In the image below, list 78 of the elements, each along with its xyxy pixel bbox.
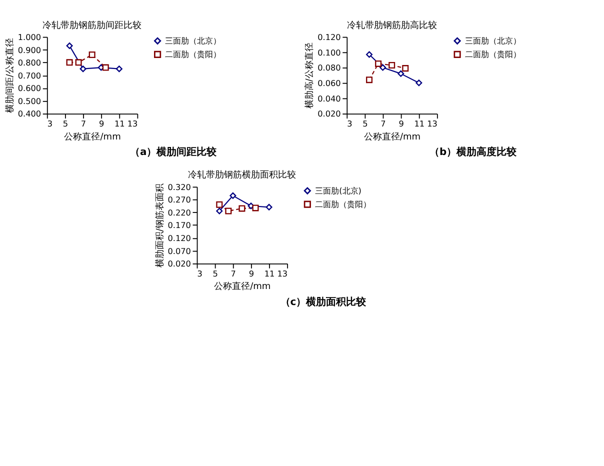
point <box>375 60 382 67</box>
x-tick-label: 9 <box>248 268 254 279</box>
point <box>366 51 373 58</box>
y-tick-label: 0.020 <box>318 108 341 119</box>
x-tick-label: 11 <box>414 118 425 129</box>
chart-title: 冷轧带肋钢筋肋高比较 <box>346 20 437 31</box>
point <box>238 205 246 212</box>
text: （c）横肋面积比较 <box>280 296 368 308</box>
legend-label: 三面肋（北京） <box>165 36 222 46</box>
point <box>66 42 73 50</box>
text: （a）横肋间距比较 <box>130 146 218 158</box>
chart-title: 冷轧带肋钢筋肋间距比较 <box>42 20 142 31</box>
legend-label: 三面肋（北京） <box>464 36 521 46</box>
y-tick-label: 0.060 <box>318 78 341 88</box>
y-tick-label: 0.040 <box>318 93 341 104</box>
x-tick-label: 3 <box>347 118 352 129</box>
point <box>252 204 259 212</box>
chart-title: 冷轧带肋钢筋横肋面积比较 <box>188 170 296 181</box>
x-tick-label: 13 <box>127 118 138 129</box>
x-tick-label: 13 <box>277 268 288 279</box>
point <box>216 201 223 208</box>
x-tick-label: 7 <box>380 118 386 129</box>
point <box>388 62 396 68</box>
y-tick-label: 0.600 <box>18 83 42 94</box>
y-tick-label: 0.270 <box>168 194 191 205</box>
y-tick-label: 0.100 <box>318 47 341 58</box>
x-tick-label: 9 <box>398 118 404 129</box>
point <box>216 208 223 214</box>
text: （b）横肋高度比较 <box>430 146 518 158</box>
x-tick-label: 11 <box>264 268 275 279</box>
y-tick-label: 0.400 <box>18 108 42 119</box>
y-tick-label: 0.220 <box>168 207 191 218</box>
point <box>230 192 236 199</box>
point <box>88 51 96 58</box>
point <box>75 59 82 66</box>
point <box>102 64 109 71</box>
y-tick-label: 0.080 <box>318 62 341 73</box>
y-tick-label: 0.120 <box>168 233 191 244</box>
x-axis-title: 公称直径/mm <box>64 131 122 142</box>
x-tick-label: 13 <box>427 118 438 129</box>
x-axis-title: 公称直径/mm <box>214 281 271 292</box>
y-axis-title: 横肋高/公称直径 <box>304 42 316 109</box>
y-axis-title: 横肋面积/钢筋表面积 <box>154 184 166 268</box>
legend-label: 二面肋（贵阳） <box>464 49 521 60</box>
point <box>80 66 86 72</box>
y-tick-label: 0.070 <box>168 246 191 256</box>
x-tick-label: 3 <box>197 268 202 279</box>
legend-label: 二面肋（贵阳） <box>315 199 372 210</box>
point <box>225 208 232 214</box>
y-tick-label: 0.320 <box>168 182 191 192</box>
x-tick-label: 5 <box>62 118 68 129</box>
point <box>66 59 73 66</box>
y-tick-label: 0.800 <box>18 58 42 68</box>
x-tick-label: 5 <box>362 118 368 129</box>
y-tick-label: 0.500 <box>18 96 42 106</box>
y-axis-title: 横肋间距/公称直径 <box>4 38 16 114</box>
point <box>402 65 409 72</box>
point <box>398 70 404 77</box>
y-tick-label: 0.170 <box>168 220 191 230</box>
x-tick-label: 7 <box>230 268 236 279</box>
legend-label: 三面肋(北京) <box>315 185 362 196</box>
x-tick-label: 11 <box>114 118 125 129</box>
x-tick-label: 5 <box>212 268 218 279</box>
y-tick-label: 1.000 <box>18 32 42 42</box>
legend-label: 二面肋（贵阳） <box>165 49 222 60</box>
point <box>266 204 272 210</box>
x-tick-label: 9 <box>98 118 104 129</box>
point <box>366 76 373 84</box>
x-tick-label: 3 <box>47 118 53 129</box>
y-tick-label: 0.120 <box>318 32 341 42</box>
x-tick-label: 7 <box>80 118 86 129</box>
x-axis-title: 公称直径/mm <box>364 131 421 142</box>
point <box>380 64 386 71</box>
point <box>116 66 122 72</box>
y-tick-label: 0.900 <box>18 44 42 55</box>
point <box>416 80 422 86</box>
y-tick-label: 0.020 <box>168 258 191 269</box>
y-tick-label: 0.700 <box>18 70 42 80</box>
